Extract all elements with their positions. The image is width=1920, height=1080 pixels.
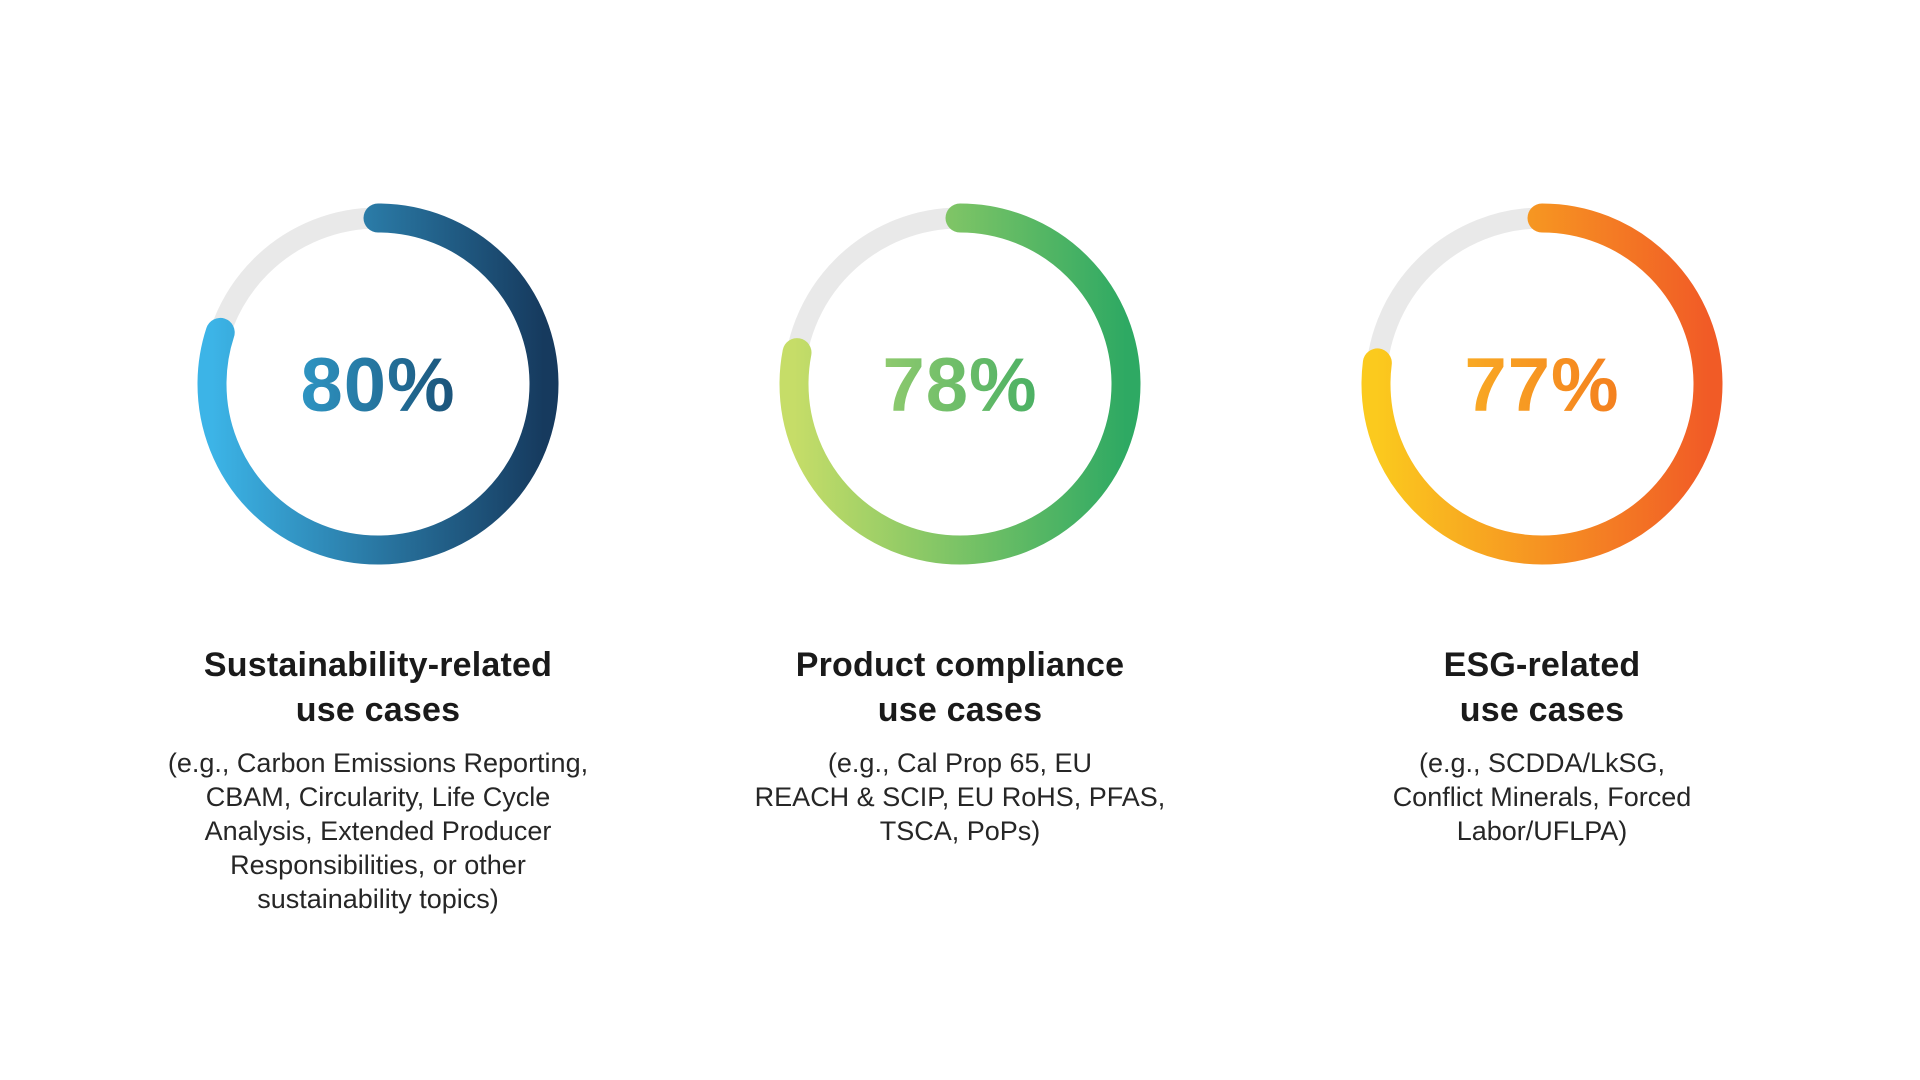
donut-arc: [779, 203, 1141, 565]
donut-charts-row: 80% Sustainability-related use cases (e.…: [118, 174, 1802, 916]
donut-chart-sustainability: 80%: [197, 203, 559, 565]
donut-chart-esg: 77%: [1361, 203, 1723, 565]
chart-subtitle: (e.g., Cal Prop 65, EU REACH & SCIP, EU …: [754, 748, 1166, 846]
chart-column-product-compliance: 78% Product compliance use cases (e.g., …: [700, 174, 1220, 916]
donut-value-label: 80%: [300, 343, 455, 428]
chart-title: Sustainability-related use cases: [203, 646, 553, 729]
donut-value-label: 77%: [1464, 343, 1619, 428]
chart-column-sustainability: 80% Sustainability-related use cases (e.…: [118, 174, 638, 916]
donut-arc: [197, 203, 559, 565]
donut-arc: [1361, 203, 1723, 565]
chart-subtitle: (e.g., SCDDA/LkSG, Conflict Minerals, Fo…: [1392, 748, 1692, 846]
chart-title: Product compliance use cases: [795, 646, 1125, 729]
chart-column-esg: 77% ESG-related use cases (e.g., SCDDA/L…: [1282, 174, 1802, 916]
donut-chart-product-compliance: 78%: [779, 203, 1141, 565]
chart-title: ESG-related use cases: [1443, 646, 1641, 729]
chart-subtitle: (e.g., Carbon Emissions Reporting, CBAM,…: [167, 748, 589, 914]
donut-value-label: 78%: [882, 343, 1037, 428]
